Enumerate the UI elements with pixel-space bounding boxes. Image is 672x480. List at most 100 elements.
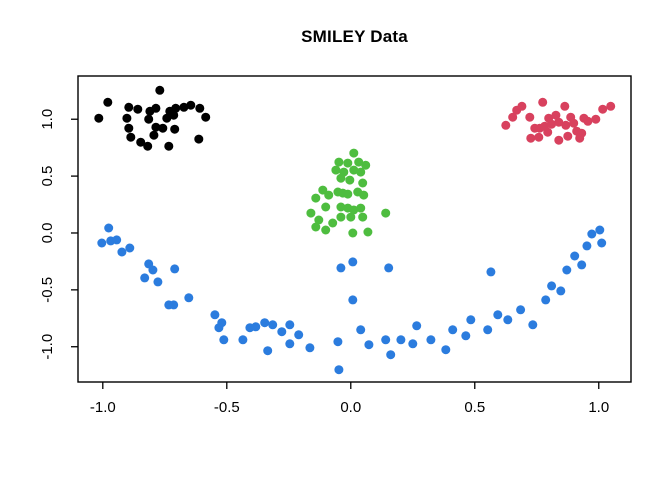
data-point-mouth — [516, 305, 526, 315]
data-point-mouth — [294, 330, 304, 340]
data-point-mouth — [170, 264, 180, 274]
data-point-nose — [311, 193, 321, 203]
data-point-nose — [358, 212, 368, 222]
data-point-mouth — [140, 273, 150, 283]
plot-box — [77, 75, 632, 383]
data-point-nose — [346, 212, 356, 222]
data-point-nose — [349, 148, 359, 158]
data-point-left-eye — [170, 124, 180, 134]
data-point-mouth — [104, 223, 114, 233]
data-point-mouth — [381, 335, 391, 345]
data-point-left-eye — [122, 113, 132, 123]
data-point-mouth — [285, 339, 295, 349]
data-point-nose — [358, 178, 368, 188]
y-axis-tick-label: 0.5 — [39, 166, 56, 187]
y-axis-tick-label: -0.5 — [39, 277, 56, 303]
data-point-left-eye — [194, 134, 204, 144]
data-point-left-eye — [151, 103, 161, 113]
x-axis-tick-label: -0.5 — [214, 399, 240, 416]
data-point-mouth — [595, 225, 605, 235]
data-point-mouth — [153, 277, 163, 287]
data-point-right-eye — [554, 117, 564, 127]
data-point-nose — [361, 160, 371, 170]
data-point-mouth — [117, 247, 127, 257]
data-point-mouth — [112, 235, 122, 245]
x-axis-tick-label: 0.5 — [464, 399, 485, 416]
data-point-mouth — [483, 325, 493, 335]
data-point-left-eye — [195, 103, 205, 113]
data-point-mouth — [441, 345, 451, 355]
data-point-mouth — [547, 281, 557, 291]
data-point-left-eye — [133, 104, 143, 114]
y-axis-tick-label: 0.0 — [39, 223, 56, 244]
data-point-mouth — [408, 339, 418, 349]
data-point-right-eye — [508, 112, 518, 122]
data-point-left-eye — [143, 141, 153, 151]
data-point-right-eye — [606, 101, 616, 111]
data-point-right-eye — [598, 104, 608, 114]
data-point-left-eye — [158, 123, 168, 133]
data-point-mouth — [384, 263, 394, 273]
data-point-nose — [336, 173, 346, 183]
data-point-nose — [363, 227, 373, 237]
data-point-nose — [321, 225, 331, 235]
data-point-nose — [343, 189, 353, 199]
data-point-nose — [324, 190, 334, 200]
data-point-nose — [321, 202, 331, 212]
data-point-mouth — [348, 257, 358, 267]
data-point-left-eye — [149, 130, 159, 140]
data-point-mouth — [263, 346, 273, 356]
data-point-mouth — [528, 320, 538, 330]
data-point-nose — [349, 205, 359, 215]
data-point-left-eye — [186, 100, 196, 110]
data-point-mouth — [214, 323, 224, 333]
data-point-nose — [345, 175, 355, 185]
data-point-left-eye — [162, 113, 172, 123]
data-point-nose — [336, 202, 346, 212]
data-point-left-eye — [144, 114, 154, 124]
x-axis-tick-label: 0.0 — [340, 399, 361, 416]
data-point-nose — [336, 212, 346, 222]
data-point-mouth — [562, 265, 572, 275]
data-point-left-eye — [179, 102, 189, 112]
data-point-nose — [334, 157, 344, 167]
data-point-right-eye — [517, 101, 527, 111]
data-point-right-eye — [554, 135, 564, 145]
data-point-mouth — [597, 238, 607, 248]
data-point-right-eye — [534, 132, 544, 142]
y-axis-tick-label: 1.0 — [39, 109, 56, 130]
data-point-right-eye — [563, 131, 573, 141]
data-point-mouth — [493, 310, 503, 320]
data-point-mouth — [125, 243, 135, 253]
data-point-left-eye — [126, 132, 136, 142]
data-point-mouth — [364, 340, 374, 350]
data-point-nose — [349, 165, 359, 175]
data-point-mouth — [466, 315, 476, 325]
x-axis-tick-label: 1.0 — [588, 399, 609, 416]
data-point-right-eye — [569, 118, 579, 128]
data-point-mouth — [577, 260, 587, 270]
data-point-nose — [381, 208, 391, 218]
data-point-mouth — [268, 320, 278, 330]
data-point-nose — [356, 167, 366, 177]
data-point-mouth — [336, 263, 346, 273]
data-point-mouth — [356, 325, 366, 335]
data-point-mouth — [503, 315, 513, 325]
data-point-right-eye — [561, 120, 571, 130]
data-point-mouth — [285, 320, 295, 330]
data-point-left-eye — [171, 103, 181, 113]
data-point-mouth — [570, 251, 580, 261]
x-axis-tick-label: -1.0 — [90, 399, 116, 416]
data-point-right-eye — [591, 114, 601, 124]
data-point-left-eye — [155, 85, 165, 95]
data-point-mouth — [277, 327, 287, 337]
data-point-mouth — [386, 350, 396, 360]
data-point-nose — [354, 157, 364, 167]
data-point-right-eye — [583, 116, 593, 126]
data-point-right-eye — [538, 97, 548, 107]
data-point-nose — [318, 185, 328, 195]
chart-title: SMILEY Data — [301, 27, 408, 46]
data-point-mouth — [587, 229, 597, 239]
